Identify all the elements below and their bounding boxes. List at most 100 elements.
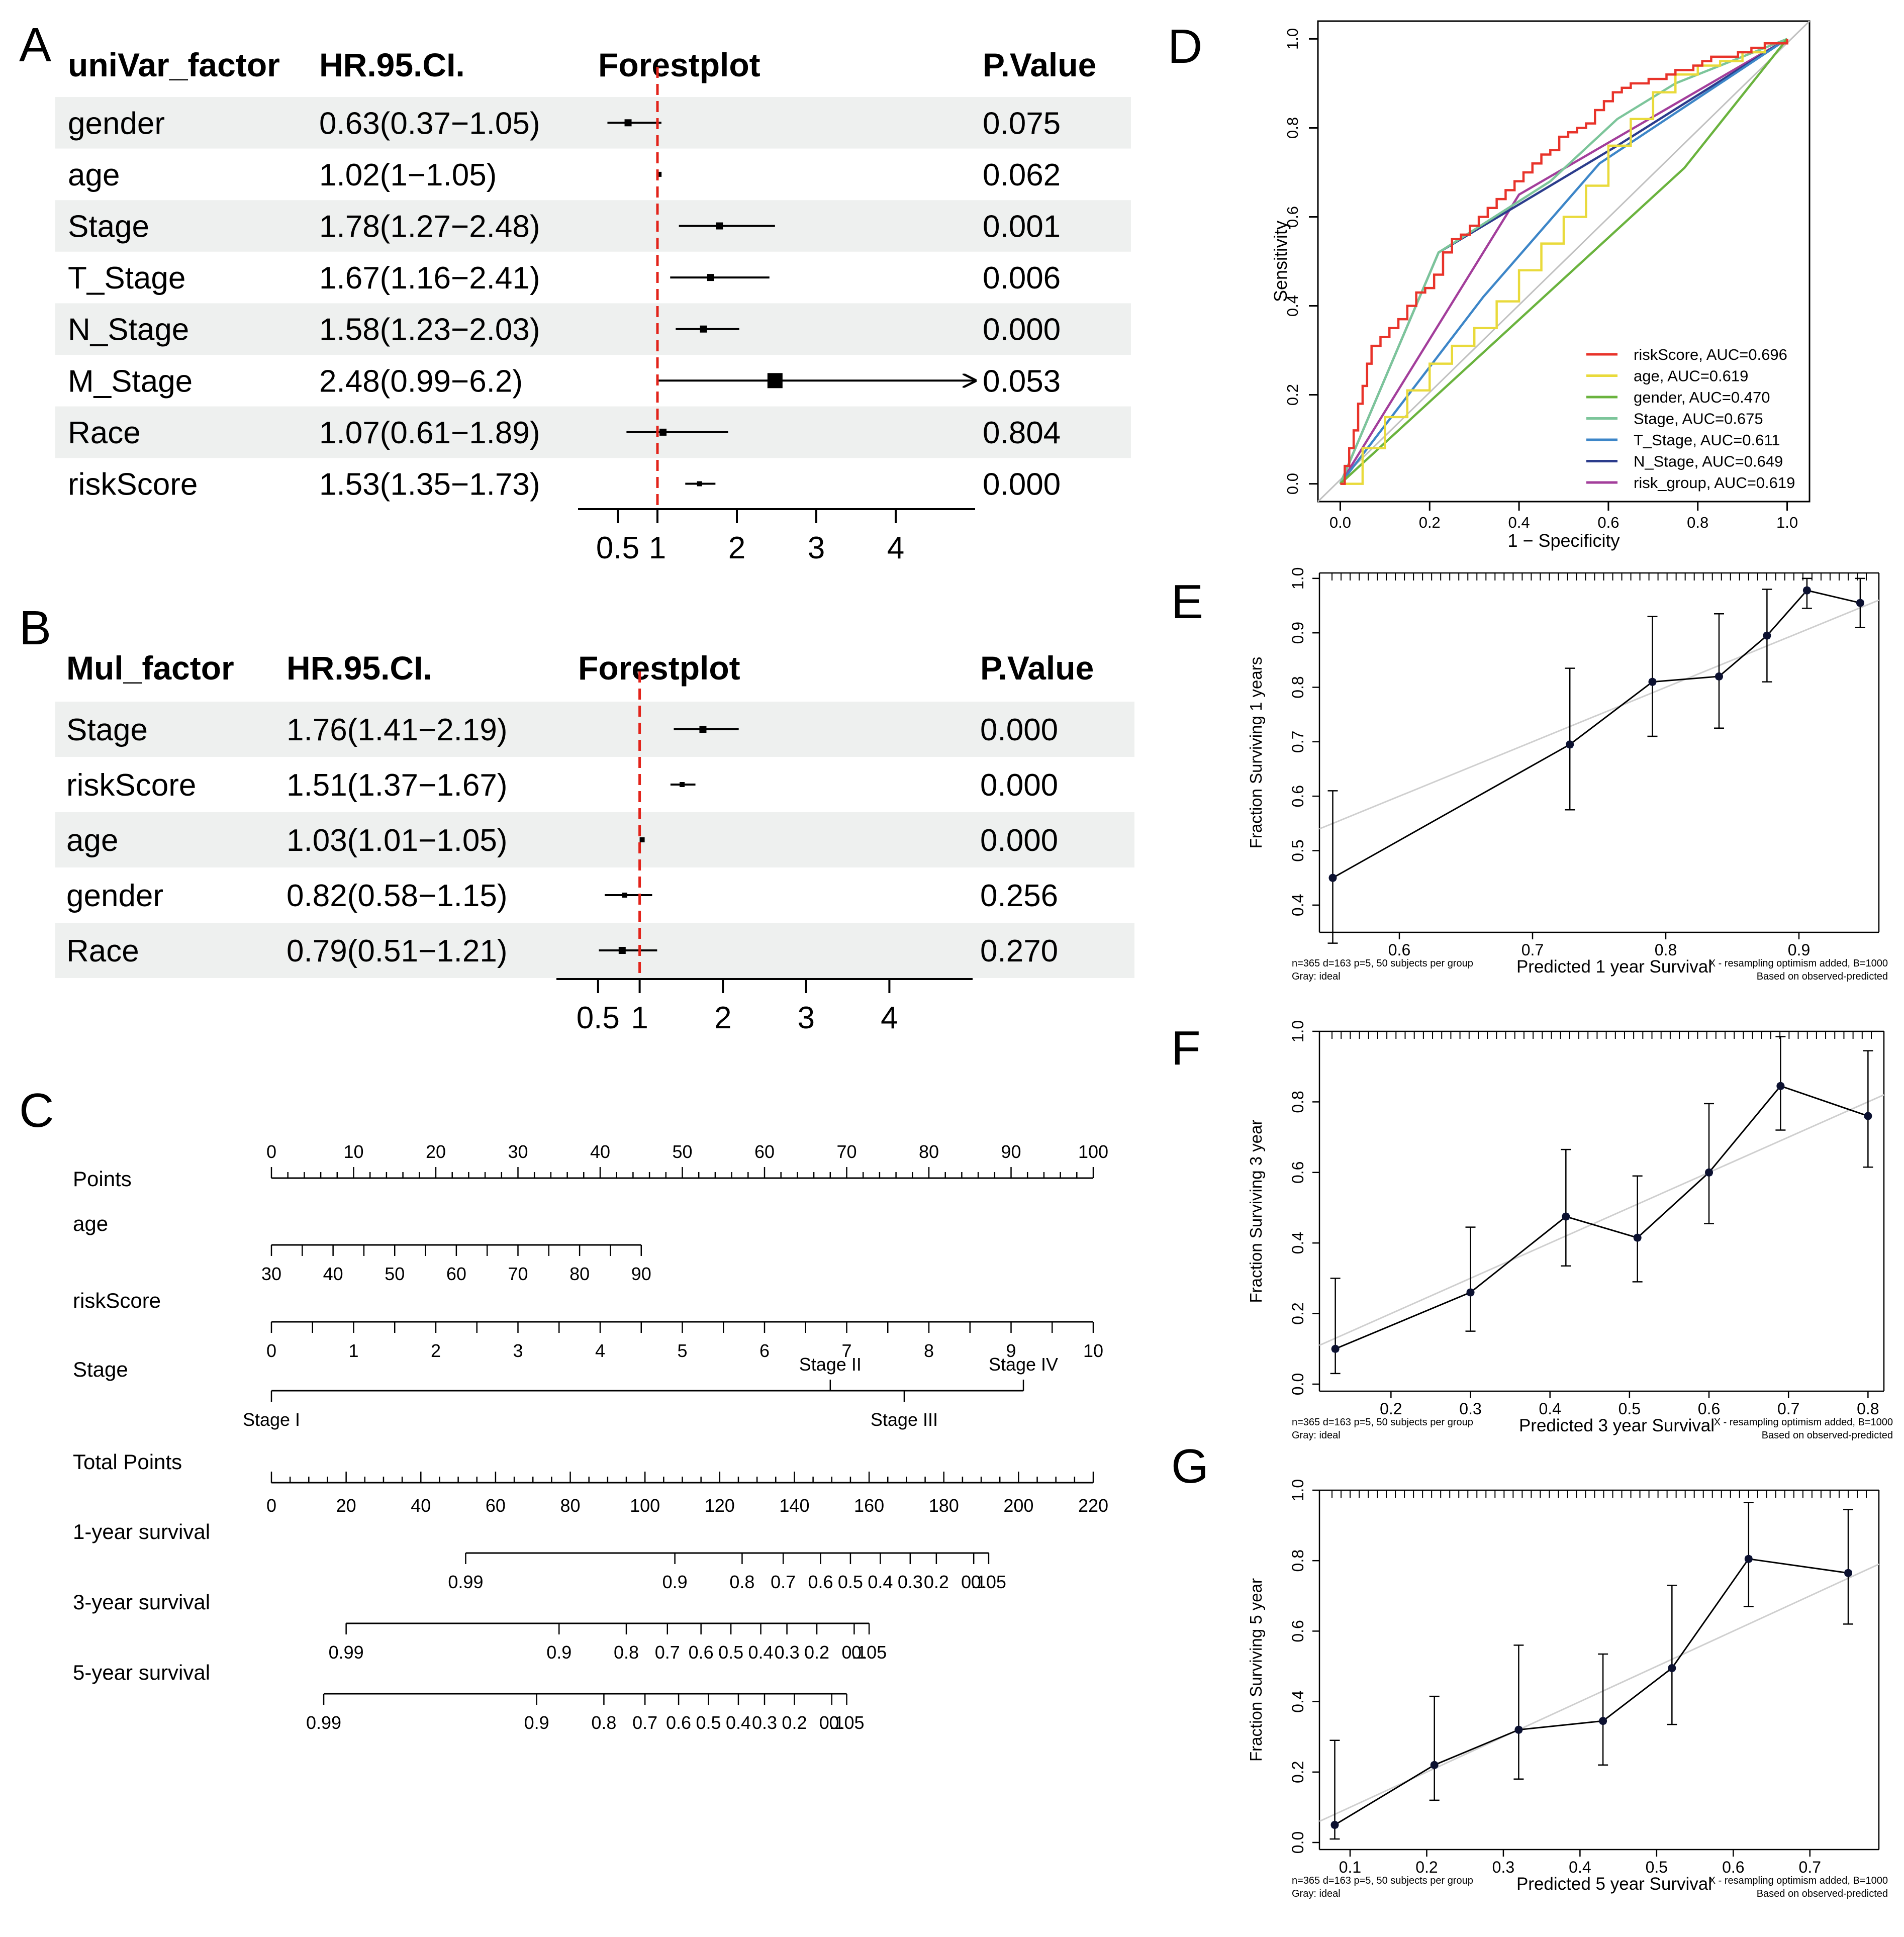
nomogram-tick-label: 60 [486, 1495, 506, 1516]
nomogram-tick-label: 0.5 [838, 1572, 863, 1592]
calibration-y-axis-title: Fraction Surviving 3 year [1247, 1119, 1265, 1303]
forest-factor-label: age [66, 823, 118, 858]
roc-x-axis-title: 1 − Specificity [1507, 530, 1620, 551]
calibration-observed-point [1856, 599, 1864, 607]
forest-hr-marker [697, 481, 702, 487]
calibration-y-tick-label: 0.0 [1289, 1831, 1307, 1854]
nomogram-tick-label: 40 [590, 1141, 610, 1162]
forest-hr-ci-text: 1.51(1.37−1.67) [287, 768, 508, 803]
forest-p-value: 0.000 [980, 768, 1058, 803]
calibration-x-tick-label: 0.1 [1339, 1858, 1361, 1876]
forest-hr-ci-text: 0.63(0.37−1.05) [319, 106, 540, 141]
nomogram-tick-label: 180 [929, 1495, 959, 1516]
calibration-footnote: X - resampling optimism added, B=1000 [1714, 1417, 1893, 1428]
calibration-footnote: Based on observed-predicted [1757, 971, 1888, 982]
nomogram-row-label: Stage [73, 1358, 128, 1381]
nomogram-tick-label: 50 [385, 1264, 405, 1284]
calibration-y-tick-label: 0.8 [1289, 1091, 1307, 1113]
nomogram-tick-label: 3 [513, 1340, 523, 1361]
roc-curve-line [1340, 39, 1788, 485]
roc-y-tick-label: 1.0 [1284, 28, 1301, 50]
panel-label-D: D [1168, 20, 1202, 73]
nomogram-tick-label: 0.3 [752, 1712, 777, 1733]
forest-p-value: 0.075 [983, 106, 1061, 141]
calibration-x-tick-label: 0.5 [1619, 1400, 1641, 1418]
nomogram-stage-label: Stage III [871, 1409, 938, 1430]
nomogram-tick-label: 0.6 [808, 1572, 833, 1592]
nomogram-tick-label: 60 [446, 1264, 466, 1284]
nomogram-row-label: riskScore [73, 1289, 161, 1312]
nomogram-row-label: 5-year survival [73, 1661, 210, 1684]
nomogram-tick-label: 30 [508, 1141, 528, 1162]
nomogram-tick-label: 0.3 [775, 1642, 800, 1663]
calibration-ideal-line [1319, 1094, 1884, 1346]
forest-factor-label: Race [68, 416, 141, 450]
calibration-observed-point [1668, 1664, 1676, 1672]
nomogram-tick-label: 0.1 [961, 1572, 986, 1592]
nomogram-tick-label: 0 [266, 1495, 276, 1516]
forest-factor-label: M_Stage [68, 364, 193, 399]
calibration-x-tick-label: 0.9 [1788, 941, 1810, 959]
calibration-observed-point [1633, 1233, 1642, 1242]
forest-hr-marker [659, 428, 667, 436]
calibration-footnote: Gray: ideal [1292, 1888, 1341, 1899]
roc-curve-line [1339, 38, 1788, 485]
forest-panel-B: B Mul_factor HR.95.CI. Forestplot P.Value Sta… [19, 601, 1134, 1035]
calibration-y-tick-label: 0.9 [1289, 622, 1307, 644]
calibration-y-tick-label: 0.7 [1289, 731, 1307, 753]
calibration-y-tick-label: 1.0 [1289, 1479, 1307, 1501]
forest-x-tick-label: 1 [649, 531, 666, 565]
forest-hr-marker [716, 222, 723, 230]
nomogram-tick-label: 40 [323, 1264, 343, 1284]
nomogram-tick-label: 20 [336, 1495, 356, 1516]
calibration-y-tick-label: 0.6 [1289, 1620, 1307, 1642]
calibration-y-tick-label: 0.6 [1289, 1161, 1307, 1184]
nomogram-tick-label: 0.6 [689, 1642, 714, 1663]
nomogram-tick-label: 20 [426, 1141, 446, 1162]
roc-y-tick-label: 0.4 [1284, 295, 1301, 317]
calibration-footnote: n=365 d=163 p=5, 50 subjects per group [1292, 1875, 1473, 1886]
forest-factor-label: Stage [66, 713, 148, 747]
calibration-x-tick-label: 0.3 [1492, 1858, 1514, 1876]
nomogram-tick-label: 0.5 [696, 1712, 721, 1733]
calibration-x-tick-label: 0.4 [1569, 1858, 1591, 1876]
forest-factor-label: riskScore [66, 768, 196, 803]
nomogram-tick-label: 30 [261, 1264, 281, 1284]
forest-x-tick-label: 0.5 [577, 1001, 620, 1035]
nomogram-tick-label: 120 [705, 1495, 735, 1516]
nomogram-tick-label: 100 [630, 1495, 660, 1516]
forest-factor-label: riskScore [68, 467, 198, 502]
forest-p-value: 0.000 [980, 823, 1058, 858]
forest-hr-ci-text: 1.76(1.41−2.19) [287, 713, 508, 747]
nomogram-tick-label: 7 [841, 1340, 851, 1361]
roc-panel: D 0.0 0.2 0.4 0.6 0.8 1.0 0.0 0.2 0.4 0.6 0.8 1.0 1 −… [1168, 20, 1811, 551]
roc-legend-label: risk_group, AUC=0.619 [1634, 474, 1795, 492]
calibration-x-tick-label: 0.6 [1388, 941, 1410, 959]
calibration-y-tick-label: 0.4 [1289, 894, 1307, 916]
calibration-y-tick-label: 0.8 [1289, 1549, 1307, 1572]
nomogram-row-label: 3-year survival [73, 1590, 210, 1614]
forest-row-band [55, 923, 1134, 978]
nomogram-tick-label: 40 [411, 1495, 431, 1516]
nomogram-tick-label: 0.2 [782, 1712, 807, 1733]
forest-factor-label: age [68, 158, 120, 192]
calibration-y-tick-label: 0.2 [1289, 1761, 1307, 1783]
panel-label-A: A [19, 18, 51, 72]
calibration-observed-line [1335, 1085, 1868, 1350]
nomogram-tick-label: 0.99 [448, 1572, 483, 1592]
calibration-observed-point [1744, 1555, 1753, 1563]
forest-hr-ci-text: 1.53(1.35−1.73) [319, 467, 540, 502]
nomogram-tick-label: 6 [759, 1340, 770, 1361]
forest-header: Forestplot [578, 649, 740, 687]
calibration-y-tick-label: 1.0 [1289, 567, 1307, 590]
calibration-x-tick-label: 0.2 [1380, 1400, 1402, 1418]
forest-x-tick-label: 0.5 [596, 531, 639, 565]
calibration-observed-point [1715, 672, 1723, 681]
calibration-footnote: Gray: ideal [1292, 1430, 1341, 1441]
forest-hr-marker [707, 274, 714, 281]
calibration-observed-point [1430, 1761, 1439, 1769]
calibration-x-tick-label: 0.8 [1655, 941, 1677, 959]
roc-legend-label: N_Stage, AUC=0.649 [1634, 453, 1783, 470]
